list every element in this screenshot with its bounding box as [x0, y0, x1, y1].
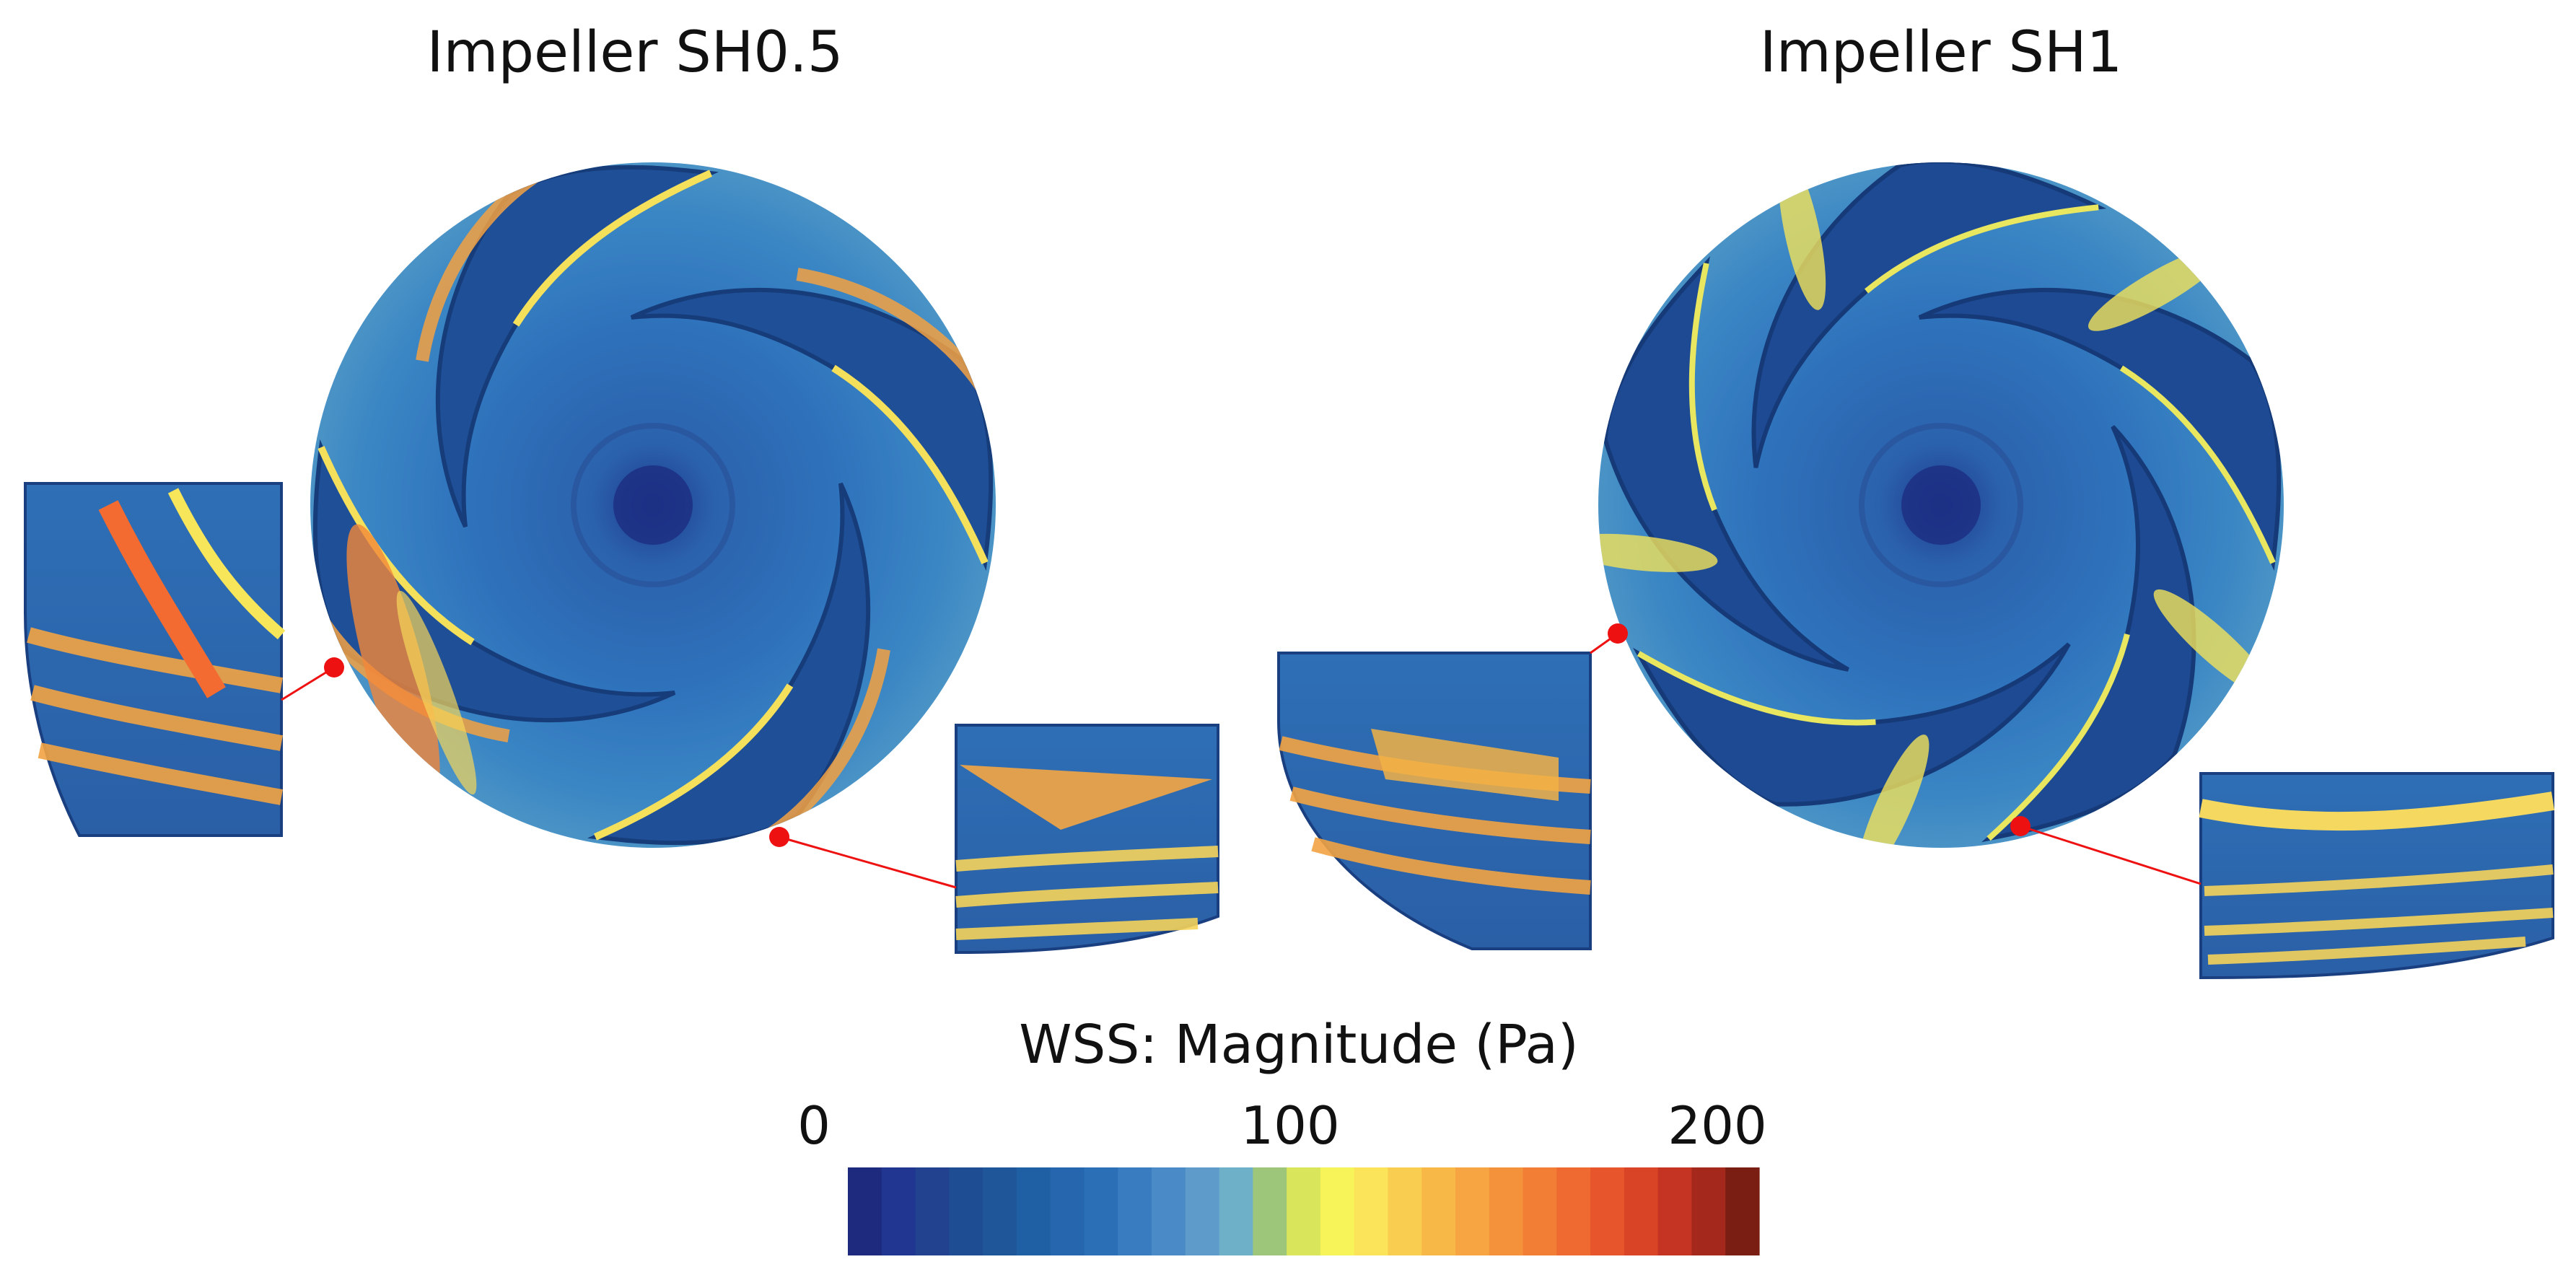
callout-marker — [2010, 816, 2030, 836]
inset-sh05-right — [955, 724, 1219, 955]
colorbar-swatch — [1556, 1167, 1591, 1255]
colorbar-swatch — [1421, 1167, 1456, 1255]
colorbar-swatch — [1455, 1167, 1490, 1255]
colorbar-swatch — [1152, 1167, 1186, 1255]
hub-ring — [571, 423, 735, 587]
callout-marker — [1608, 623, 1628, 644]
hub-ring — [1859, 423, 2023, 587]
colorbar-swatch — [1489, 1167, 1524, 1255]
impeller-sh1-group — [1508, 100, 2303, 924]
colorbar-swatch — [915, 1167, 950, 1255]
colorbar-swatch — [1691, 1167, 1726, 1255]
colorbar-swatch — [949, 1167, 983, 1255]
colorbar-swatch — [1253, 1167, 1287, 1255]
hot-streak — [346, 524, 440, 804]
panel-title-sh05: Impeller SH0.5 — [426, 20, 844, 85]
colorbar-tick-max: 200 — [1668, 1095, 1767, 1156]
colorbar-swatch — [1287, 1167, 1321, 1255]
colorbar-swatch — [881, 1167, 916, 1255]
hot-streak — [396, 590, 477, 795]
colorbar-swatch — [1388, 1167, 1422, 1255]
colorbar-swatch — [1185, 1167, 1220, 1255]
colorbar-swatch — [1050, 1167, 1085, 1255]
colorbar-swatch — [1657, 1167, 1693, 1255]
blade — [630, 287, 994, 571]
callout-marker — [769, 827, 789, 847]
callouts — [281, 623, 2202, 889]
colorbar-tick-min: 0 — [797, 1095, 831, 1156]
hub — [613, 465, 693, 545]
colorbar-swatch — [848, 1167, 882, 1255]
impeller-sh1-blades — [1508, 100, 2303, 924]
callout-line — [281, 666, 335, 701]
inset-sh1-left — [1277, 652, 1592, 950]
colorbar-swatch — [1219, 1167, 1253, 1255]
colorbar-swatch — [1725, 1167, 1760, 1255]
colorbar-swatch — [1084, 1167, 1118, 1255]
inset-sh1-right — [2199, 772, 2555, 980]
callout-line — [779, 836, 957, 889]
colorbar-swatch — [1523, 1167, 1557, 1255]
colorbar-swatch — [1590, 1167, 1625, 1255]
colorbar-swatch — [1118, 1167, 1152, 1255]
colorbar-swatch — [1624, 1167, 1659, 1255]
colorbar-swatch — [1016, 1167, 1051, 1255]
blade-edge — [2119, 365, 2276, 564]
impeller-sh05-group — [310, 162, 996, 848]
colorbar-swatch — [983, 1167, 1017, 1255]
colorbar-swatch — [1320, 1167, 1355, 1255]
blade-edge — [831, 364, 989, 565]
hub — [1901, 465, 1981, 545]
colorbar-title: WSS: Magnitude (Pa) — [1019, 1014, 1579, 1076]
inset-sh05-left — [24, 482, 286, 837]
panel-title-sh1: Impeller SH1 — [1759, 20, 2123, 85]
callout-marker — [324, 657, 344, 678]
colorbar-swatch — [1354, 1167, 1389, 1255]
callout-line — [2020, 825, 2202, 885]
colorbar-tick-mid: 100 — [1240, 1095, 1340, 1156]
colorbar — [848, 1167, 1760, 1255]
impeller-sh05-blades — [314, 166, 996, 844]
